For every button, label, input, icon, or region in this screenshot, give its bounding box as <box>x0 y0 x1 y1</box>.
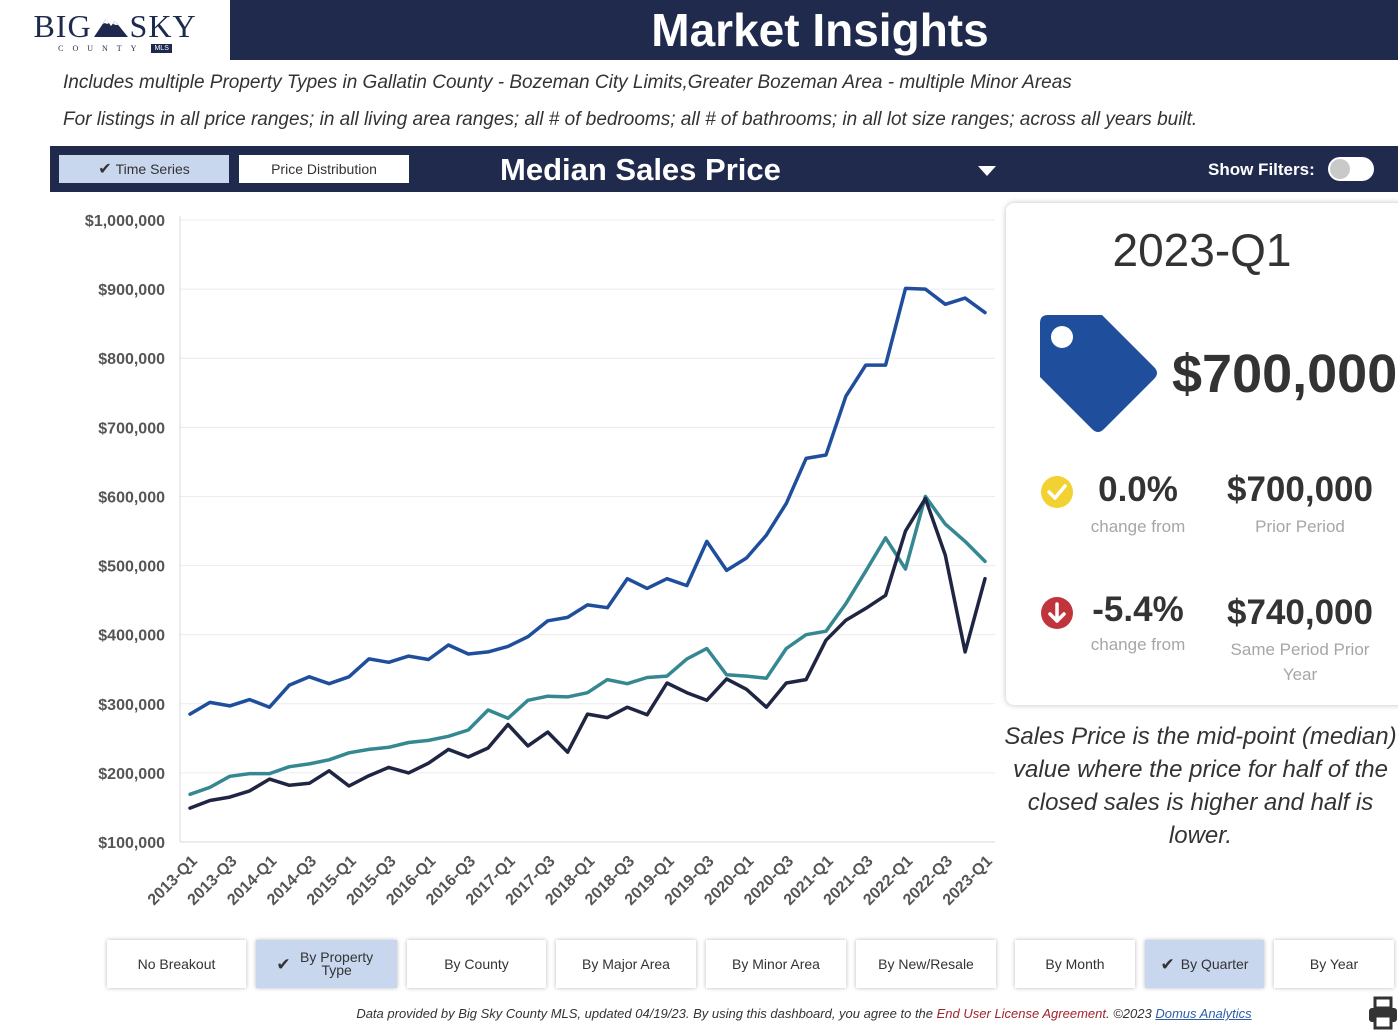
y-tick-label: $300,000 <box>98 697 165 714</box>
by-new-resale-button[interactable]: By New/Resale <box>856 940 996 988</box>
by-major-area-label: By Major Area <box>582 955 670 972</box>
check-circle-icon <box>1041 476 1073 508</box>
chevron-down-icon[interactable] <box>978 166 996 176</box>
prior-year-value: $740,000 <box>1227 593 1373 632</box>
show-filters-toggle[interactable] <box>1328 157 1374 181</box>
line-chart-svg: $1,000,000 $900,000 $800,000 $700,000 $600,0… <box>85 213 996 909</box>
no-breakout-button[interactable]: No Breakout <box>107 940 246 988</box>
footer-copyright: . ©2023 <box>1105 1006 1152 1021</box>
by-new-resale-label: By New/Resale <box>878 955 974 972</box>
by-property-type-button[interactable]: ✔ By Property Type <box>256 940 397 988</box>
by-quarter-button[interactable]: ✔ By Quarter <box>1145 940 1264 988</box>
filter-summary-line-1: Includes multiple Property Types in Gall… <box>63 72 1072 93</box>
price-distribution-tab[interactable]: Price Distribution <box>239 155 409 183</box>
filter-bar: Show Filters: <box>1008 146 1398 192</box>
y-tick-label: $800,000 <box>98 351 165 368</box>
logo-wordmark: BIG SKY <box>33 10 196 42</box>
prior-period-label: Prior Period <box>1255 517 1345 536</box>
filter-summary-line-2: For listings in all price ranges; in all… <box>63 109 1198 130</box>
by-month-label: By Month <box>1045 955 1105 972</box>
brand-logo[interactable]: BIG SKY COUNTY MLS <box>0 0 230 62</box>
median-price-chart: $1,000,000 $900,000 $800,000 $700,000 $600,0… <box>50 196 1005 920</box>
by-property-type-label: By Property Type <box>300 949 374 978</box>
eula-link[interactable]: End User License Agreement <box>936 1006 1106 1021</box>
by-quarter-label: By Quarter <box>1180 955 1249 972</box>
prior-year-label: Same Period Prior Year <box>1230 640 1370 684</box>
by-major-area-button[interactable]: By Major Area <box>556 940 696 988</box>
kpi-period: 2023-Q1 <box>1112 224 1292 276</box>
toggle-knob <box>1330 159 1350 179</box>
footer-text: Data provided by Big Sky County MLS, upd… <box>356 1006 934 1021</box>
footer: Data provided by Big Sky County MLS, upd… <box>0 1006 1398 1021</box>
series-line <box>188 494 987 797</box>
by-year-button[interactable]: By Year <box>1274 940 1394 988</box>
by-county-label: By County <box>444 955 509 972</box>
by-minor-area-label: By Minor Area <box>732 955 820 972</box>
metric-definition: Sales Price is the mid-point (median) va… <box>1004 723 1397 849</box>
y-tick-label: $400,000 <box>98 628 165 645</box>
logo-text-left: BIG <box>33 7 92 44</box>
no-breakout-label: No Breakout <box>137 955 216 972</box>
arrow-down-circle-icon <box>1041 597 1073 629</box>
y-tick-label: $700,000 <box>98 420 165 437</box>
kpi-card: 2023-Q1 $700,000 0.0% change from $700,0… <box>1006 203 1398 705</box>
kpi-value: $700,000 <box>1172 344 1398 404</box>
checkmark-icon: ✔ <box>276 954 291 974</box>
prior-period-change: 0.0% <box>1098 470 1178 509</box>
page-title: Market Insights <box>651 4 989 56</box>
prior-year-change: -5.4% <box>1092 590 1184 629</box>
by-minor-area-button[interactable]: By Minor Area <box>706 940 846 988</box>
logo-text-right: SKY <box>129 7 197 44</box>
metric-selector-label[interactable]: Median Sales Price <box>500 152 781 187</box>
y-tick-label: $1,000,000 <box>85 213 165 230</box>
logo-subtext: COUNTY MLS <box>58 43 172 53</box>
by-month-button[interactable]: By Month <box>1015 940 1135 988</box>
series-line <box>188 496 987 810</box>
logo-county-text: COUNTY <box>58 43 146 53</box>
prior-period-change-label: change from <box>1090 517 1186 536</box>
time-series-label: Time Series <box>115 161 190 177</box>
show-filters-label: Show Filters: <box>1208 160 1315 179</box>
chart-toolbar: ✔ Time Series Price Distribution Median … <box>50 146 1008 192</box>
print-icon[interactable] <box>1368 996 1398 1030</box>
checkmark-icon: ✔ <box>1160 954 1175 974</box>
prior-year-change-label: change from <box>1090 635 1186 654</box>
vendor-link[interactable]: Domus Analytics <box>1155 1006 1252 1021</box>
header-bar: Market Insights <box>230 0 1398 60</box>
by-year-label: By Year <box>1309 955 1359 972</box>
series-line <box>188 286 987 716</box>
mountain-icon <box>93 18 128 37</box>
checkmark-icon: ✔ <box>98 161 112 178</box>
y-tick-label: $900,000 <box>98 282 165 299</box>
y-tick-label: $100,000 <box>98 835 165 852</box>
price-distribution-label: Price Distribution <box>271 161 377 177</box>
y-tick-label: $600,000 <box>98 489 165 506</box>
price-tag-icon <box>1040 315 1157 432</box>
logo-mls-badge: MLS <box>151 43 172 53</box>
y-tick-label: $500,000 <box>98 559 165 576</box>
y-tick-label: $200,000 <box>98 766 165 783</box>
time-series-tab[interactable]: ✔ Time Series <box>59 155 229 183</box>
by-county-button[interactable]: By County <box>407 940 546 988</box>
prior-period-value: $700,000 <box>1227 470 1373 509</box>
